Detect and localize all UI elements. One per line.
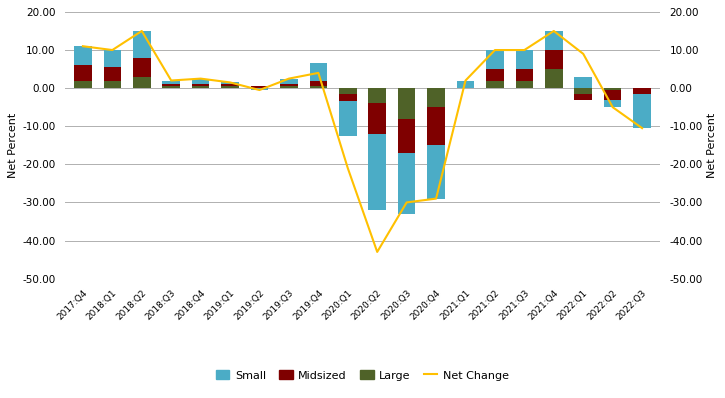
Y-axis label: Net Percent: Net Percent	[707, 113, 717, 178]
Bar	[104, 80, 121, 88]
Bar	[339, 101, 357, 136]
Bar	[486, 69, 504, 80]
Bar	[133, 31, 151, 58]
Bar	[515, 69, 533, 80]
Bar	[427, 88, 445, 107]
Bar	[457, 80, 474, 88]
Bar	[162, 86, 180, 88]
Bar	[604, 90, 621, 100]
Bar	[633, 88, 651, 94]
Bar	[310, 86, 327, 88]
Bar	[427, 107, 445, 145]
Bar	[339, 94, 357, 101]
Bar	[221, 82, 239, 84]
Bar	[398, 153, 415, 214]
Bar	[310, 63, 327, 80]
Bar	[74, 80, 92, 88]
Bar	[162, 80, 180, 84]
Bar	[74, 46, 92, 65]
Bar	[280, 79, 298, 84]
Bar	[604, 88, 621, 90]
Bar	[133, 77, 151, 88]
Bar	[545, 31, 563, 50]
Bar	[398, 119, 415, 153]
Bar	[133, 58, 151, 77]
Bar	[339, 88, 357, 94]
Bar	[368, 103, 386, 134]
Bar	[398, 88, 415, 119]
Bar	[192, 79, 210, 84]
Bar	[368, 134, 386, 210]
Bar	[545, 50, 563, 69]
Bar	[515, 50, 533, 69]
Bar	[74, 65, 92, 80]
Bar	[280, 84, 298, 86]
Bar	[310, 80, 327, 86]
Bar	[604, 100, 621, 107]
Bar	[251, 88, 268, 90]
Bar	[545, 69, 563, 88]
Bar	[104, 67, 121, 80]
Bar	[104, 50, 121, 67]
Bar	[574, 88, 592, 94]
Legend: Small, Midsized, Large, Net Change: Small, Midsized, Large, Net Change	[212, 366, 513, 385]
Bar	[221, 86, 239, 88]
Bar	[633, 94, 651, 128]
Y-axis label: Net Percent: Net Percent	[8, 113, 18, 178]
Bar	[221, 84, 239, 86]
Bar	[192, 86, 210, 88]
Bar	[574, 94, 592, 100]
Bar	[251, 86, 268, 88]
Bar	[192, 84, 210, 86]
Bar	[368, 88, 386, 103]
Bar	[486, 80, 504, 88]
Bar	[427, 145, 445, 199]
Bar	[574, 77, 592, 88]
Bar	[486, 50, 504, 69]
Bar	[515, 80, 533, 88]
Bar	[280, 86, 298, 88]
Bar	[162, 84, 180, 86]
